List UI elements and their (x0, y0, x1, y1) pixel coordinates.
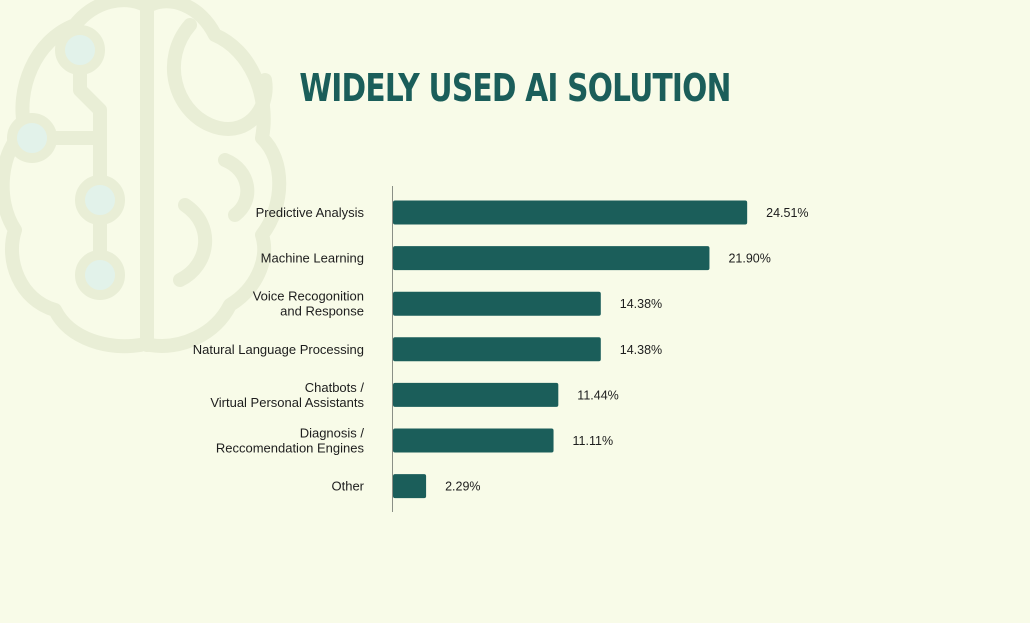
value-label: 11.11% (573, 434, 614, 448)
value-label: 14.38% (620, 343, 662, 357)
category-label: Chatbots / Virtual Personal Assistants (210, 380, 364, 410)
bar (393, 200, 748, 225)
bar (393, 474, 427, 499)
category-label-line: Diagnosis / (300, 426, 365, 441)
category-label-line: Virtual Personal Assistants (210, 395, 364, 410)
category-label-line: Machine Learning (261, 251, 364, 266)
bar (393, 382, 559, 407)
category-label-line: Natural Language Processing (193, 342, 364, 357)
category-label: Natural Language Processing (193, 342, 364, 357)
value-label: 2.29% (445, 480, 480, 494)
category-label: Predictive Analysis (256, 205, 365, 220)
value-label: 11.44% (577, 388, 618, 402)
category-label: Machine Learning (261, 251, 364, 266)
category-label: Diagnosis / Reccomendation Engines (216, 426, 365, 456)
value-label: 14.38% (620, 297, 662, 311)
category-label-line: Voice Recogonition (253, 289, 364, 304)
category-label-line: Chatbots / (305, 380, 365, 395)
category-label-line: Reccomendation Engines (216, 441, 365, 456)
category-labels: Predictive Analysis Machine Learning Voice… (193, 205, 365, 494)
bar (393, 337, 601, 362)
bars-group (393, 200, 748, 499)
bar (393, 291, 601, 316)
value-labels: 24.51% 21.90% 14.38% 14.38% 11.44% 11.11% 2.29… (445, 206, 808, 494)
category-label: Voice Recogonition and Response (253, 289, 364, 319)
value-label: 24.51% (766, 206, 808, 220)
category-label: Other (331, 479, 364, 494)
category-label-line: Predictive Analysis (256, 205, 365, 220)
category-label-line: Other (331, 479, 364, 494)
category-label-line: and Response (280, 304, 364, 319)
chart-title: WIDELY USED AI SOLUTION (299, 66, 731, 110)
bar (393, 428, 554, 453)
value-label: 21.90% (728, 252, 770, 266)
brain-circuit-decoration (0, 0, 287, 354)
bar (393, 246, 710, 271)
